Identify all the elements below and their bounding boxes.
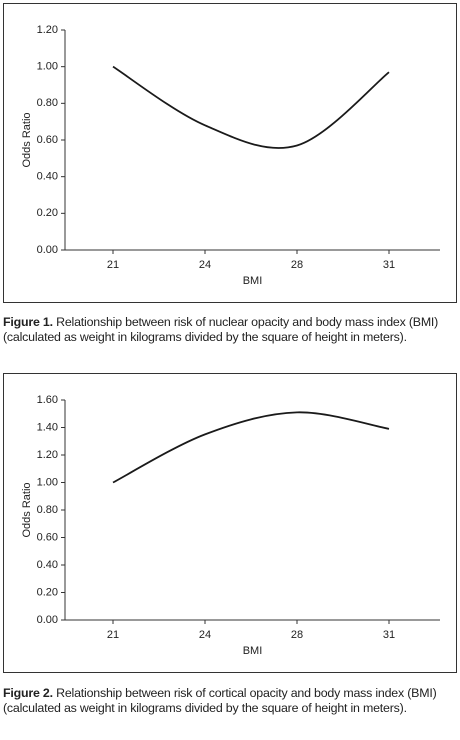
caption: Figure 2. Relationship between risk of c… xyxy=(3,686,457,716)
y-tick-label: 1.00 xyxy=(37,61,58,73)
caption-label: Figure 2. xyxy=(3,686,53,700)
y-tick-label: 0.40 xyxy=(37,171,58,183)
caption: Figure 1. Relationship between risk of n… xyxy=(3,315,457,345)
caption-text: Relationship between risk of nuclear opa… xyxy=(3,315,439,344)
y-tick-label: 1.40 xyxy=(37,421,58,433)
x-tick-label: 24 xyxy=(199,259,211,271)
x-tick-label: 24 xyxy=(199,629,211,641)
line xyxy=(112,411,390,484)
x-tick-label: 21 xyxy=(107,629,119,641)
frame xyxy=(3,3,457,303)
frame xyxy=(3,373,457,673)
y-tick-label: 0.60 xyxy=(37,531,58,543)
y-tick-label: 0.00 xyxy=(37,244,58,256)
x-axis-label: BMI xyxy=(243,275,263,287)
caption-text: Relationship between risk of cortical op… xyxy=(3,686,437,715)
y-tick-label: 1.20 xyxy=(37,449,58,461)
x-axis-label: BMI xyxy=(243,645,263,657)
y-tick-label: 1.60 xyxy=(37,394,58,406)
x-tick-label: 21 xyxy=(107,259,119,271)
y-tick-label: 0.40 xyxy=(37,559,58,571)
x-tick-label: 31 xyxy=(383,259,395,271)
x-tick-label: 28 xyxy=(291,259,303,271)
y-tick-label: 0.60 xyxy=(37,134,58,146)
caption-label: Figure 1. xyxy=(3,315,53,329)
chart: 0.00 0.20 0.40 0.60 0.80 1.00 1.20 1.40 1.60 21 24… xyxy=(3,373,457,673)
y-axis-label: Odds Ratio xyxy=(21,482,33,537)
y-tick-label: 0.20 xyxy=(37,207,58,219)
y-tick-label: 1.00 xyxy=(37,476,58,488)
y-tick-label: 0.80 xyxy=(37,97,58,109)
y-tick-label: 0.80 xyxy=(37,504,58,516)
y-tick-label: 0.00 xyxy=(37,614,58,626)
y-axis-label: Odds Ratio xyxy=(21,112,33,167)
x-tick-label: 28 xyxy=(291,629,303,641)
y-tick-label: 0.20 xyxy=(37,586,58,598)
chart: 0.00 0.20 0.40 0.60 0.80 1.00 1.20 21 24 28 31 BMI O… xyxy=(3,3,457,303)
y-tick-label: 1.20 xyxy=(37,24,58,36)
x-tick-label: 31 xyxy=(383,629,395,641)
line xyxy=(112,65,390,149)
